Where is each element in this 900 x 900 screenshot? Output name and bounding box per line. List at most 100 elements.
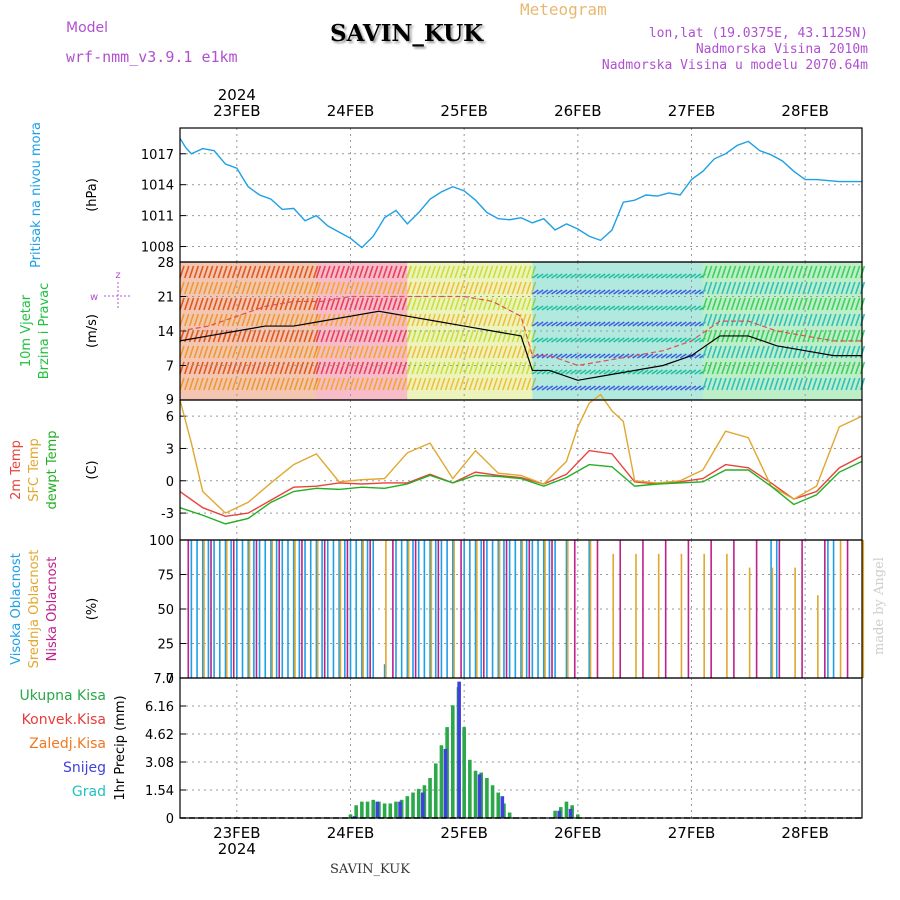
wind-barb — [293, 361, 300, 375]
wind-barb — [179, 313, 185, 327]
wind-barb — [463, 281, 470, 295]
wind-barb — [811, 313, 818, 327]
y-tick-label: 3 — [166, 442, 174, 457]
wind-barb — [454, 345, 460, 359]
wind-barb — [303, 361, 309, 375]
wind-barb — [416, 281, 422, 295]
wind-barb — [207, 345, 214, 359]
wind-barb — [613, 337, 620, 343]
bar-cloud — [463, 540, 465, 678]
bar-cloud — [566, 540, 569, 678]
bar-cloud — [232, 540, 235, 678]
wind-barb — [521, 377, 527, 391]
wind-barb — [193, 361, 200, 375]
wind-barb — [821, 345, 827, 359]
wind-barb — [560, 289, 568, 295]
wind-barb — [675, 337, 683, 343]
bar-precip — [405, 796, 410, 818]
bar-cloud — [483, 540, 485, 678]
wind-barb — [260, 377, 266, 391]
wind-barb — [646, 321, 654, 327]
bar-cloud — [440, 540, 443, 678]
wind-barb — [802, 361, 808, 375]
wind-barb — [531, 385, 539, 391]
wind-barb — [416, 329, 422, 343]
wind-barb — [344, 281, 350, 295]
wind-barb — [482, 361, 489, 375]
wind-barb — [725, 361, 732, 375]
wind-barb — [265, 361, 271, 375]
wind-barb — [651, 273, 659, 279]
wind-barb — [411, 313, 417, 327]
bar-cloud — [339, 540, 342, 678]
wind-barb — [506, 265, 513, 279]
wind-barb — [541, 385, 549, 391]
bar-precip — [433, 763, 438, 818]
wind-barb — [320, 361, 326, 375]
bar-precip — [500, 796, 505, 818]
wind-barb — [821, 313, 827, 327]
bar-cloud — [446, 540, 448, 678]
wind-barb — [826, 297, 832, 311]
wind-barb — [598, 369, 606, 375]
wind-barb — [377, 329, 384, 343]
wind-barb — [387, 377, 393, 391]
wind-barb — [593, 273, 601, 279]
wind-barb — [241, 361, 247, 375]
bar-cloud — [338, 540, 340, 678]
bar-cloud — [407, 540, 410, 678]
wind-barb — [236, 377, 243, 391]
wind-barb — [730, 345, 737, 359]
wind-barb — [679, 273, 687, 279]
wind-barb — [372, 329, 379, 343]
wind-barb — [555, 273, 563, 279]
wind-barb — [840, 297, 847, 311]
wind-barb — [420, 361, 427, 375]
wind-barb — [764, 361, 770, 375]
wind-barb — [670, 369, 678, 375]
wind-barb — [516, 313, 522, 327]
wind-barb — [260, 297, 266, 311]
wind-barb — [502, 361, 508, 375]
wind-barb — [293, 377, 300, 391]
wind-barb — [372, 345, 379, 359]
wind-barb — [392, 313, 398, 327]
wind-barb — [689, 289, 697, 295]
wind-barb — [179, 345, 185, 359]
panel-border — [179, 677, 863, 819]
wind-barb — [622, 337, 630, 343]
wind-barb — [468, 281, 475, 295]
wind-barb — [430, 313, 436, 327]
wind-barb — [636, 369, 644, 375]
wind-barb — [279, 265, 286, 279]
wind-barb — [303, 377, 309, 391]
wind-barb — [721, 345, 727, 359]
wind-barb — [589, 289, 597, 295]
bar-cloud — [406, 540, 409, 678]
wind-barb — [740, 361, 746, 375]
wind-barb — [420, 297, 427, 311]
wind-barb — [632, 369, 640, 375]
bar-cloud — [430, 540, 433, 678]
wind-barb — [589, 353, 597, 359]
wind-barb — [560, 273, 568, 279]
wind-barb — [570, 337, 578, 343]
wind-barb — [339, 345, 346, 359]
wind-barb — [773, 361, 780, 375]
wind-barb — [425, 265, 432, 279]
wind-barb — [516, 297, 522, 311]
wind-barb — [339, 329, 346, 343]
wind-barb — [198, 281, 204, 295]
wind-barb — [463, 265, 470, 279]
wind-barb — [850, 313, 856, 327]
wind-barb — [551, 289, 558, 295]
wind-barb — [430, 377, 436, 391]
wind-barb — [416, 313, 422, 327]
wind-barb — [702, 297, 708, 311]
wind-barb — [502, 265, 508, 279]
wind-barb — [492, 377, 499, 391]
wind-barb — [831, 329, 837, 343]
wind-barb — [482, 329, 489, 343]
wind-barb — [260, 361, 266, 375]
wind-barb — [487, 281, 494, 295]
